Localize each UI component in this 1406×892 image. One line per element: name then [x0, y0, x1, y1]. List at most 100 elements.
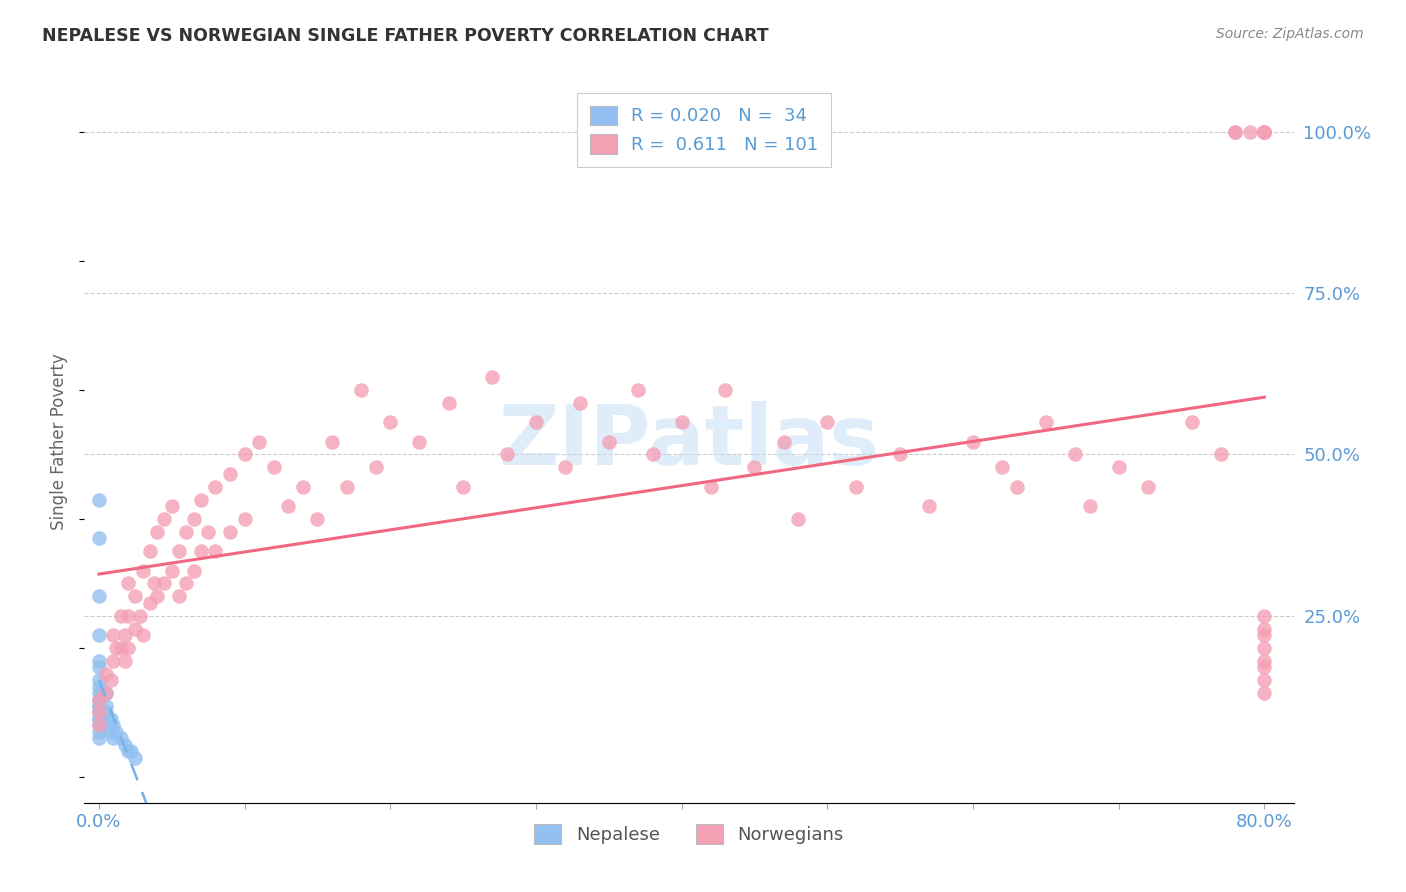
Point — [117, 640, 139, 655]
Point — [103, 731, 125, 746]
Point — [321, 434, 343, 449]
Point — [1005, 480, 1028, 494]
Point — [568, 396, 591, 410]
Text: NEPALESE VS NORWEGIAN SINGLE FATHER POVERTY CORRELATION CHART: NEPALESE VS NORWEGIAN SINGLE FATHER POVE… — [42, 27, 769, 45]
Point — [1253, 673, 1275, 688]
Legend: Nepalese, Norwegians: Nepalese, Norwegians — [527, 817, 851, 852]
Point — [787, 512, 810, 526]
Point — [815, 415, 838, 429]
Point — [105, 640, 128, 655]
Point — [183, 512, 205, 526]
Point — [1209, 447, 1232, 461]
Point — [103, 628, 125, 642]
Point — [87, 692, 110, 706]
Point — [167, 544, 190, 558]
Point — [87, 680, 110, 694]
Point — [87, 699, 110, 714]
Point — [190, 544, 212, 558]
Point — [87, 660, 110, 674]
Point — [87, 712, 110, 726]
Point — [219, 467, 242, 481]
Point — [1253, 608, 1275, 623]
Point — [105, 724, 128, 739]
Point — [153, 576, 176, 591]
Point — [1180, 415, 1202, 429]
Point — [1253, 125, 1275, 139]
Point — [87, 718, 110, 732]
Point — [100, 724, 122, 739]
Point — [1225, 125, 1247, 139]
Point — [247, 434, 270, 449]
Point — [845, 480, 868, 494]
Point — [263, 460, 285, 475]
Point — [87, 686, 110, 700]
Point — [160, 564, 183, 578]
Point — [1064, 447, 1087, 461]
Point — [87, 590, 110, 604]
Point — [1035, 415, 1057, 429]
Point — [87, 706, 110, 720]
Point — [124, 750, 146, 764]
Point — [1239, 125, 1261, 139]
Point — [87, 692, 110, 706]
Point — [918, 499, 941, 513]
Point — [117, 576, 139, 591]
Point — [87, 724, 110, 739]
Point — [100, 673, 122, 688]
Y-axis label: Single Father Poverty: Single Father Poverty — [51, 353, 69, 530]
Point — [176, 524, 198, 539]
Point — [1253, 628, 1275, 642]
Point — [772, 434, 794, 449]
Point — [481, 370, 503, 384]
Point — [1253, 654, 1275, 668]
Point — [167, 590, 190, 604]
Point — [219, 524, 242, 539]
Point — [408, 434, 430, 449]
Point — [103, 654, 125, 668]
Point — [124, 590, 146, 604]
Point — [700, 480, 723, 494]
Point — [87, 628, 110, 642]
Point — [1253, 125, 1275, 139]
Point — [96, 666, 118, 681]
Point — [124, 622, 146, 636]
Point — [146, 590, 169, 604]
Point — [889, 447, 911, 461]
Point — [139, 596, 162, 610]
Point — [671, 415, 693, 429]
Point — [197, 524, 219, 539]
Point — [87, 712, 110, 726]
Point — [307, 512, 329, 526]
Point — [554, 460, 576, 475]
Point — [350, 383, 373, 397]
Point — [87, 673, 110, 688]
Point — [110, 640, 132, 655]
Text: ZIPatlas: ZIPatlas — [499, 401, 879, 482]
Point — [437, 396, 460, 410]
Point — [233, 512, 256, 526]
Point — [96, 706, 118, 720]
Point — [1253, 125, 1275, 139]
Point — [598, 434, 620, 449]
Point — [233, 447, 256, 461]
Point — [1136, 480, 1159, 494]
Point — [110, 731, 132, 746]
Point — [96, 718, 118, 732]
Point — [380, 415, 402, 429]
Point — [524, 415, 547, 429]
Point — [87, 706, 110, 720]
Point — [146, 524, 169, 539]
Point — [87, 531, 110, 545]
Point — [87, 492, 110, 507]
Point — [114, 654, 136, 668]
Point — [143, 576, 166, 591]
Point — [451, 480, 474, 494]
Point — [991, 460, 1014, 475]
Point — [131, 564, 153, 578]
Point — [96, 686, 118, 700]
Point — [1225, 125, 1247, 139]
Point — [336, 480, 359, 494]
Point — [117, 744, 139, 758]
Point — [160, 499, 183, 513]
Point — [627, 383, 650, 397]
